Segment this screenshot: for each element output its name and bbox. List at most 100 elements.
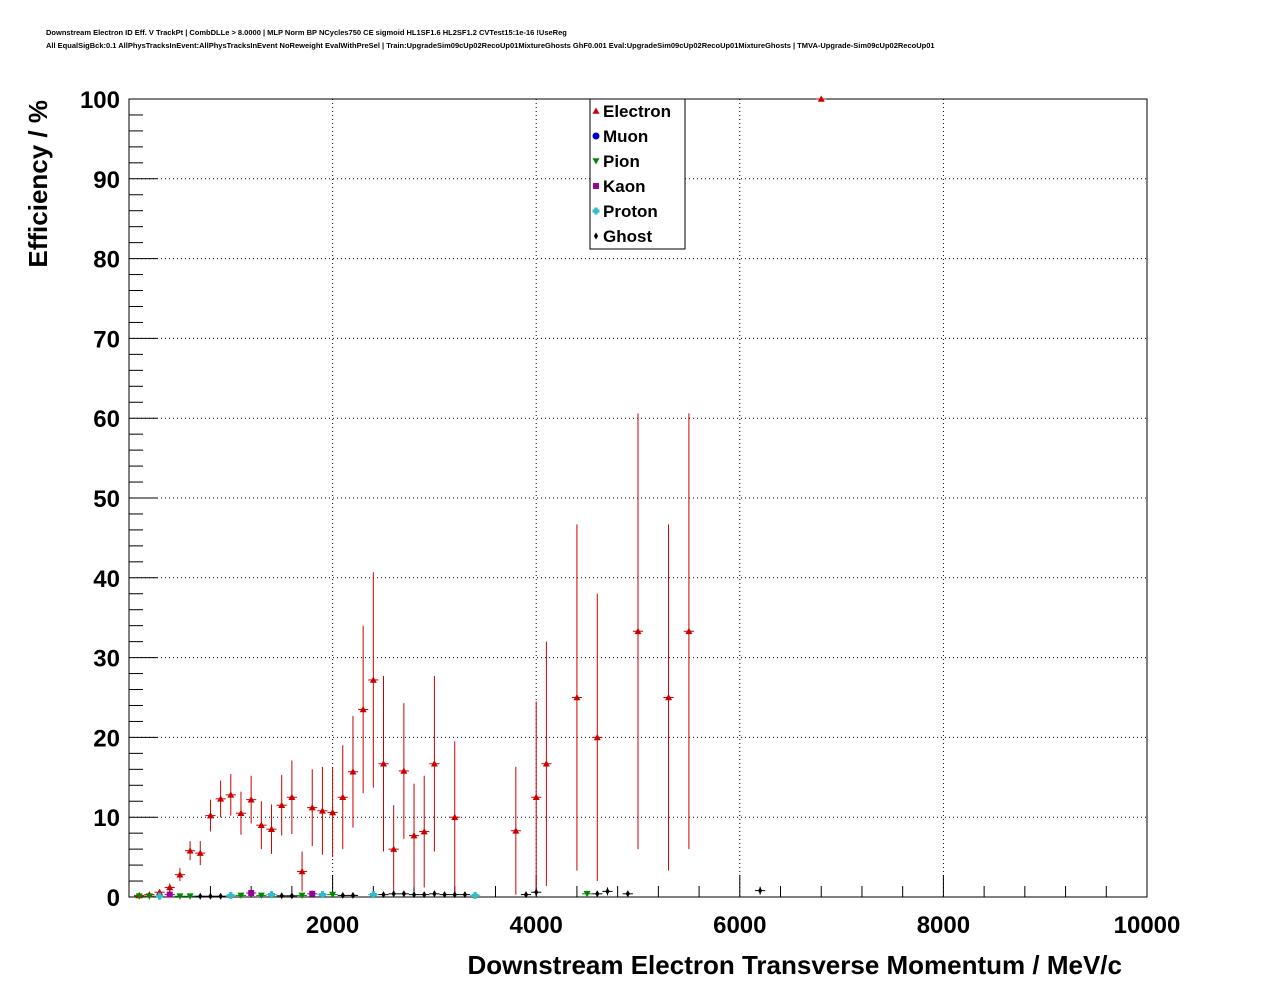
ghost-legend-marker	[593, 232, 599, 240]
title-line-1: Downstream Electron ID Eff. V TrackPt | …	[46, 28, 567, 37]
kaon-legend-label: Kaon	[603, 177, 646, 196]
y-tick-label: 20	[93, 725, 120, 752]
ghost-point	[595, 890, 600, 898]
proton-point	[268, 891, 276, 899]
ghost-point	[350, 891, 356, 899]
y-tick-label: 80	[93, 247, 120, 274]
pion-point	[135, 893, 143, 900]
muon-legend-label: Muon	[603, 127, 648, 146]
electron-point	[349, 768, 357, 775]
ghost-point	[340, 891, 345, 899]
legend-box	[589, 98, 686, 250]
ghost-point	[218, 892, 223, 900]
electron-point	[451, 813, 459, 820]
electron-point	[308, 804, 316, 811]
x-tick-label: 6000	[713, 912, 766, 939]
electron-point	[532, 793, 540, 801]
ghost-point	[605, 887, 610, 895]
electron-point	[268, 825, 276, 832]
kaon-point	[248, 890, 255, 896]
ghost-point	[534, 888, 539, 896]
electron-point	[156, 888, 164, 896]
ghost-point	[401, 890, 406, 898]
electron-point	[166, 883, 174, 891]
electron-point	[196, 849, 204, 856]
x-tick-label: 8000	[917, 912, 970, 939]
pion-legend-marker	[592, 158, 600, 165]
electron-point	[329, 808, 337, 816]
y-tick-label: 70	[93, 326, 120, 353]
ghost-point	[411, 891, 417, 899]
ghost-point	[289, 892, 294, 900]
kaon-point	[166, 891, 173, 898]
ghost-legend-label: Ghost	[603, 227, 652, 246]
y-tick-label: 60	[93, 406, 120, 433]
electron-point	[542, 760, 550, 767]
proton-legend-label: Proton	[603, 202, 658, 221]
electron-point	[278, 801, 286, 809]
ghost-point	[279, 892, 284, 900]
electron-point	[206, 812, 214, 819]
proton-point	[156, 892, 164, 900]
electron-legend-marker	[592, 107, 600, 114]
data-markers	[135, 95, 825, 900]
pion-point	[237, 892, 245, 899]
electron-point	[359, 705, 367, 713]
muon-legend-marker	[592, 132, 600, 140]
ghost-point	[381, 891, 386, 899]
electron-point	[186, 847, 194, 854]
legend: Electron Muon Pion Kaon Proton Ghost	[589, 98, 686, 250]
x-tick-label: 2000	[306, 912, 359, 939]
electron-point	[400, 767, 408, 774]
kaon-legend-marker	[593, 183, 599, 189]
y-tick-label: 100	[80, 87, 120, 114]
ghost-point	[523, 891, 529, 899]
x-tick-label: 10000	[1114, 912, 1181, 939]
x-tick-label: 4000	[510, 912, 563, 939]
kaon-point	[309, 890, 316, 897]
electron-point	[369, 676, 377, 683]
y-tick-label: 30	[93, 646, 120, 673]
electron-point	[257, 821, 265, 828]
pion-point	[145, 893, 153, 900]
electron-point	[237, 809, 245, 817]
proton-legend-marker	[592, 207, 600, 215]
ghost-point	[432, 890, 437, 898]
electron-point	[298, 867, 306, 875]
pion-point	[583, 891, 591, 898]
electron-point	[318, 807, 326, 814]
electron-point	[593, 733, 601, 741]
proton-point	[227, 891, 235, 899]
x-axis-title: Downstream Electron Transverse Momentum …	[467, 950, 1122, 980]
ghost-point	[208, 892, 213, 900]
electron-point	[339, 793, 347, 801]
proton-point	[318, 891, 326, 899]
electron-legend-label: Electron	[603, 102, 671, 121]
electron-point	[410, 832, 418, 839]
ghost-point	[625, 890, 630, 898]
y-tick-label: 50	[93, 486, 120, 513]
y-axis-title: Efficiency / %	[23, 100, 53, 268]
electron-point	[176, 871, 184, 878]
electron-point	[430, 760, 438, 767]
tick-labels: 2000 4000 6000 8000 10000 0 10 20 30 40 50 60 70 80 90…	[80, 87, 1180, 939]
ghost-point	[758, 887, 763, 895]
ghost-point	[198, 892, 203, 900]
ghost-point	[442, 891, 447, 899]
proton-point	[369, 891, 377, 899]
pion-point	[329, 891, 337, 899]
ghost-point	[462, 891, 468, 899]
electron-point	[390, 845, 398, 852]
electron-point	[512, 827, 520, 834]
ghost-point	[391, 890, 396, 898]
pion-point	[176, 893, 184, 900]
pion-legend-label: Pion	[603, 152, 640, 171]
y-tick-label: 10	[93, 805, 120, 832]
ghost-point	[452, 891, 457, 899]
electron-point	[380, 760, 387, 767]
electron-point	[247, 796, 255, 803]
y-tick-label: 0	[107, 885, 120, 912]
chart-title: Downstream Electron ID Eff. V TrackPt | …	[46, 28, 935, 50]
electron-point	[665, 694, 673, 701]
